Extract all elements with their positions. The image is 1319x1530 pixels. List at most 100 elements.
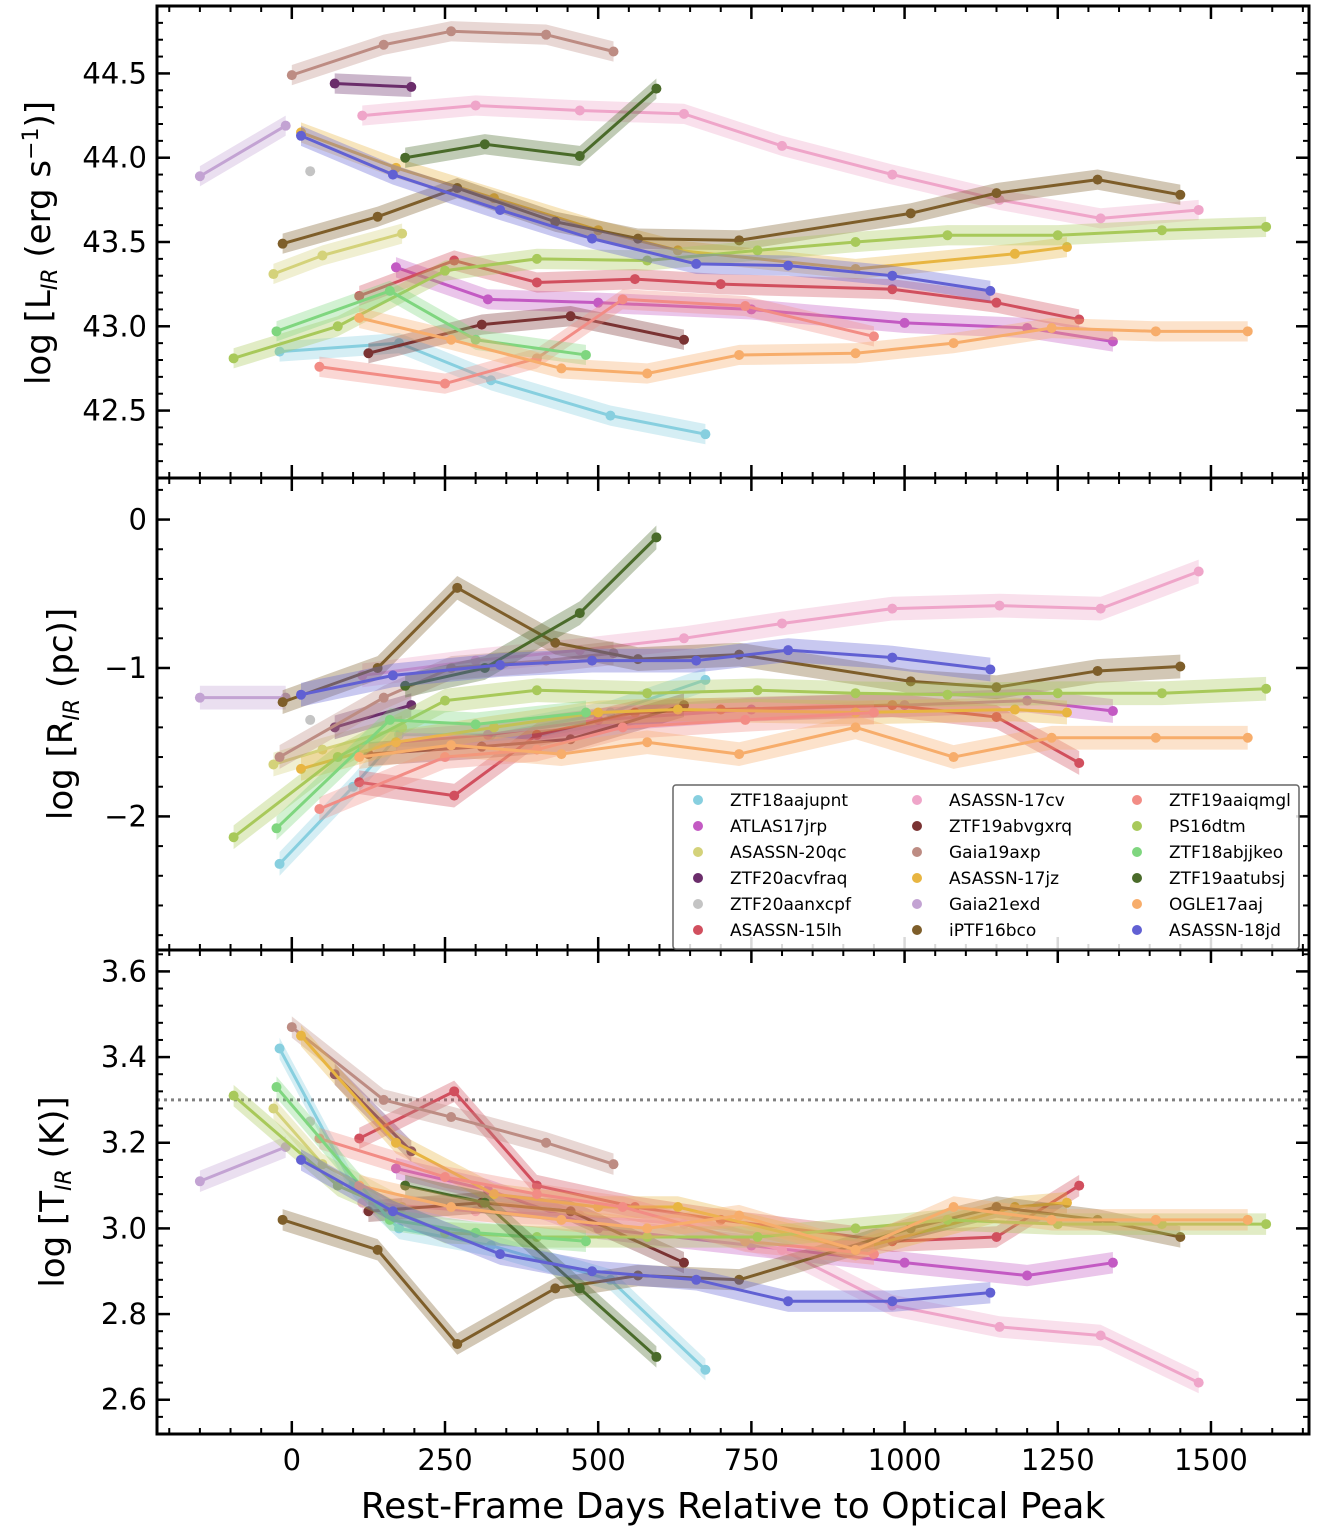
data-point [470, 719, 481, 730]
data-point [446, 1112, 457, 1123]
legend-label: ASASSN-18jd [1169, 921, 1281, 941]
series-line [282, 586, 1181, 704]
data-point [446, 740, 457, 751]
uncertainty-band [301, 122, 1067, 280]
legend-marker [693, 873, 703, 883]
data-point [887, 700, 898, 711]
series-line [358, 1184, 1248, 1252]
data-point [268, 759, 279, 770]
data-point [991, 711, 1002, 722]
data-point [691, 655, 702, 666]
data-point [286, 70, 297, 81]
y-tick-label: 3.0 [101, 1211, 147, 1245]
uncertainty-band [301, 697, 1067, 781]
data-point [452, 582, 463, 593]
data-point [605, 410, 616, 421]
data-point [274, 752, 285, 763]
legend-label: Gaia21exd [949, 895, 1040, 915]
data-point [541, 29, 552, 40]
data-point [783, 645, 794, 656]
data-point [887, 169, 898, 180]
data-point [1261, 1219, 1272, 1230]
data-point [608, 46, 619, 57]
data-point [556, 749, 567, 760]
data-point [948, 1201, 959, 1212]
data-point [1061, 707, 1072, 718]
series-ATLAS17jrp [390, 257, 1118, 352]
data-point [887, 284, 898, 295]
legend-marker [693, 925, 703, 935]
data-point [495, 1249, 506, 1260]
legend-marker [912, 847, 922, 857]
legend-label: ASASSN-17cv [949, 791, 1065, 811]
data-point [400, 152, 411, 163]
data-point [1150, 732, 1161, 743]
uncertainty-band [301, 125, 991, 301]
uncertainty-band [301, 1024, 1067, 1261]
y-ticks: 2.6 2.8 3.0 3.2 3.4 3.6 [101, 953, 1309, 1418]
data-point [1261, 221, 1272, 232]
data-point [593, 707, 604, 718]
data-point [1261, 683, 1272, 694]
y-tick-label: 43.0 [82, 309, 147, 343]
series-ZTF19aatubsj [400, 1174, 662, 1368]
data-point [531, 1189, 542, 1200]
series-ZTF20aanxcpf [305, 166, 316, 177]
data-point [495, 660, 506, 671]
series-line [404, 87, 658, 160]
data-point [948, 338, 959, 349]
series-line [282, 1205, 1181, 1346]
legend-item: Gaia21exd [912, 895, 1040, 915]
legend-item: ZTF19aatubsj [1132, 869, 1285, 889]
series-line [199, 1145, 287, 1183]
legend-entries: ZTF18aajupnt ATLAS17jrp ASASSN-20qc ZTF20ac… [693, 791, 1291, 941]
data-point [777, 140, 788, 151]
legend-item: ASASSN-17jz [912, 869, 1059, 889]
data-point [296, 130, 306, 141]
panel-radius: −2 −1 0 log [RIR (pc)] [41, 476, 1311, 952]
series-ASASSN-20qc [268, 223, 408, 285]
data-point [994, 600, 1005, 611]
data-point [1046, 732, 1057, 743]
data-point [991, 188, 1002, 199]
uncertainty-band [276, 1076, 586, 1252]
data-point [734, 749, 745, 760]
data-point [1074, 314, 1085, 325]
data-point [274, 346, 285, 357]
series-line [319, 297, 875, 386]
data-point [1175, 1231, 1186, 1242]
data-point [574, 1283, 585, 1294]
legend-item: PS16dtm [1132, 817, 1246, 837]
data-point [715, 279, 726, 290]
legend-marker [693, 847, 703, 857]
series-ZTF19aaiqmgl [314, 700, 879, 821]
data-point [305, 166, 316, 177]
uncertainty-band [279, 333, 706, 445]
series-line [275, 711, 587, 830]
data-point [617, 294, 628, 305]
data-point [1107, 706, 1118, 717]
data-point [390, 262, 401, 273]
legend-marker [1132, 847, 1142, 857]
data-point [296, 763, 306, 774]
legend-label: ATLAS17jrp [730, 817, 827, 837]
x-tick-label: 1000 [868, 1443, 942, 1477]
legend-item: ASASSN-20qc [693, 843, 847, 863]
data-point [991, 1231, 1002, 1242]
data-point [354, 312, 365, 323]
legend-label: ZTF19abvgxrq [949, 817, 1072, 837]
data-point [617, 1201, 628, 1212]
data-point [734, 349, 745, 360]
data-point [565, 311, 576, 322]
data-point [1193, 204, 1204, 215]
data-point [899, 317, 910, 328]
data-point [479, 139, 490, 150]
data-point [1175, 189, 1186, 200]
data-point [1107, 336, 1118, 347]
data-point [277, 238, 288, 249]
data-point [587, 655, 598, 666]
legend-item: ASASSN-17cv [912, 791, 1065, 811]
series-ZTF19aaiqmgl [314, 289, 879, 394]
series-ASASSN-18jd [296, 1149, 996, 1312]
